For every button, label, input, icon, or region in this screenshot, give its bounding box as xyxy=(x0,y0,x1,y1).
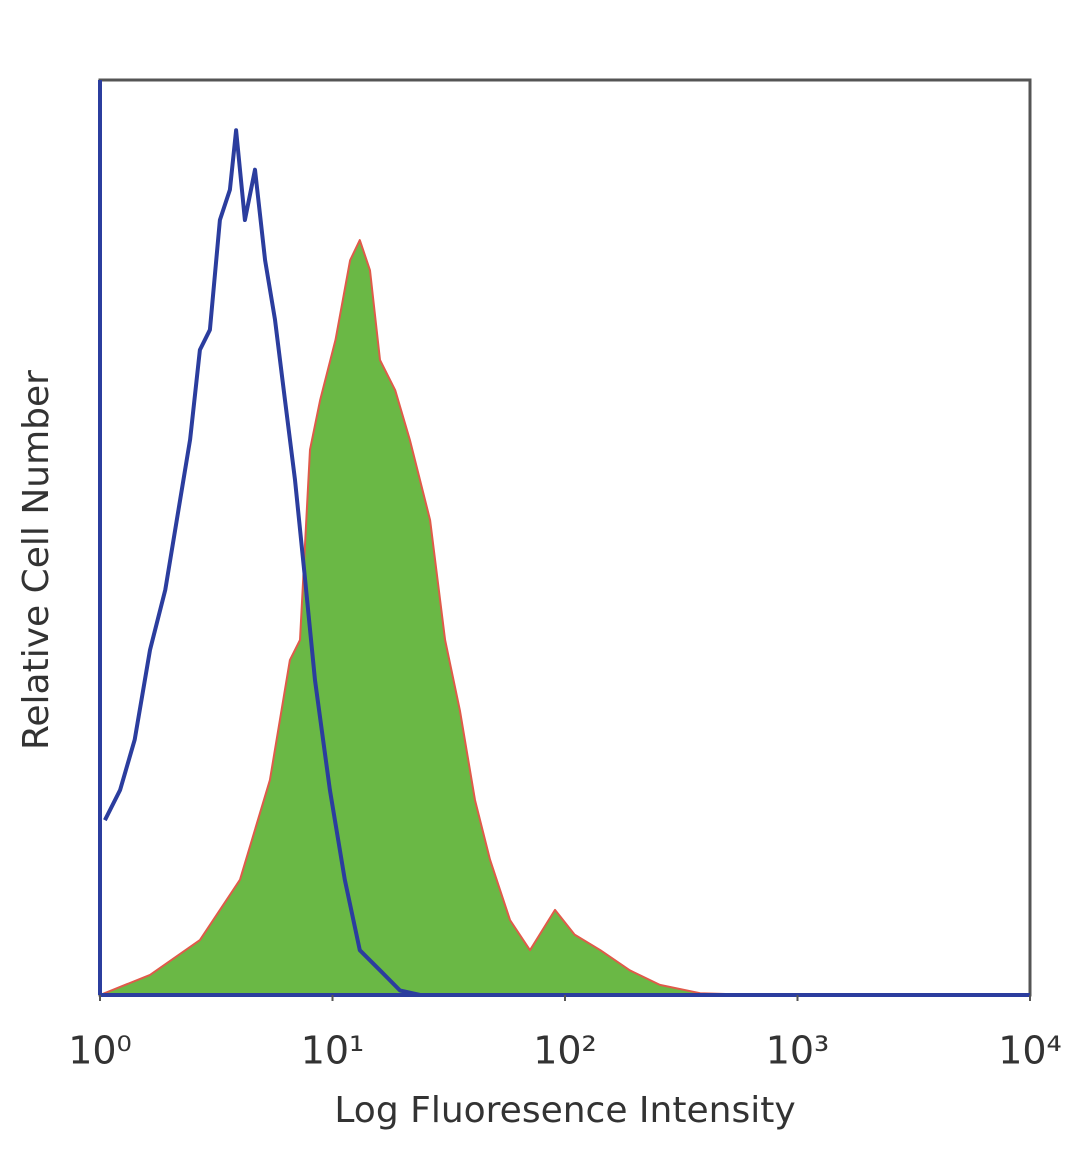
x-tick-label: 10⁰ xyxy=(68,1029,132,1073)
x-axis-label: Log Fluoresence Intensity xyxy=(334,1090,795,1131)
x-tick-label: 10⁴ xyxy=(998,1029,1062,1073)
x-tick-label: 10³ xyxy=(766,1029,830,1073)
y-axis-label: Relative Cell Number xyxy=(16,370,57,750)
plot-frame xyxy=(98,78,1032,997)
histogram-area xyxy=(99,239,802,996)
x-tick-label: 10² xyxy=(533,1029,597,1073)
x-tick-label: 10¹ xyxy=(301,1029,365,1073)
histogram-line xyxy=(103,128,421,997)
